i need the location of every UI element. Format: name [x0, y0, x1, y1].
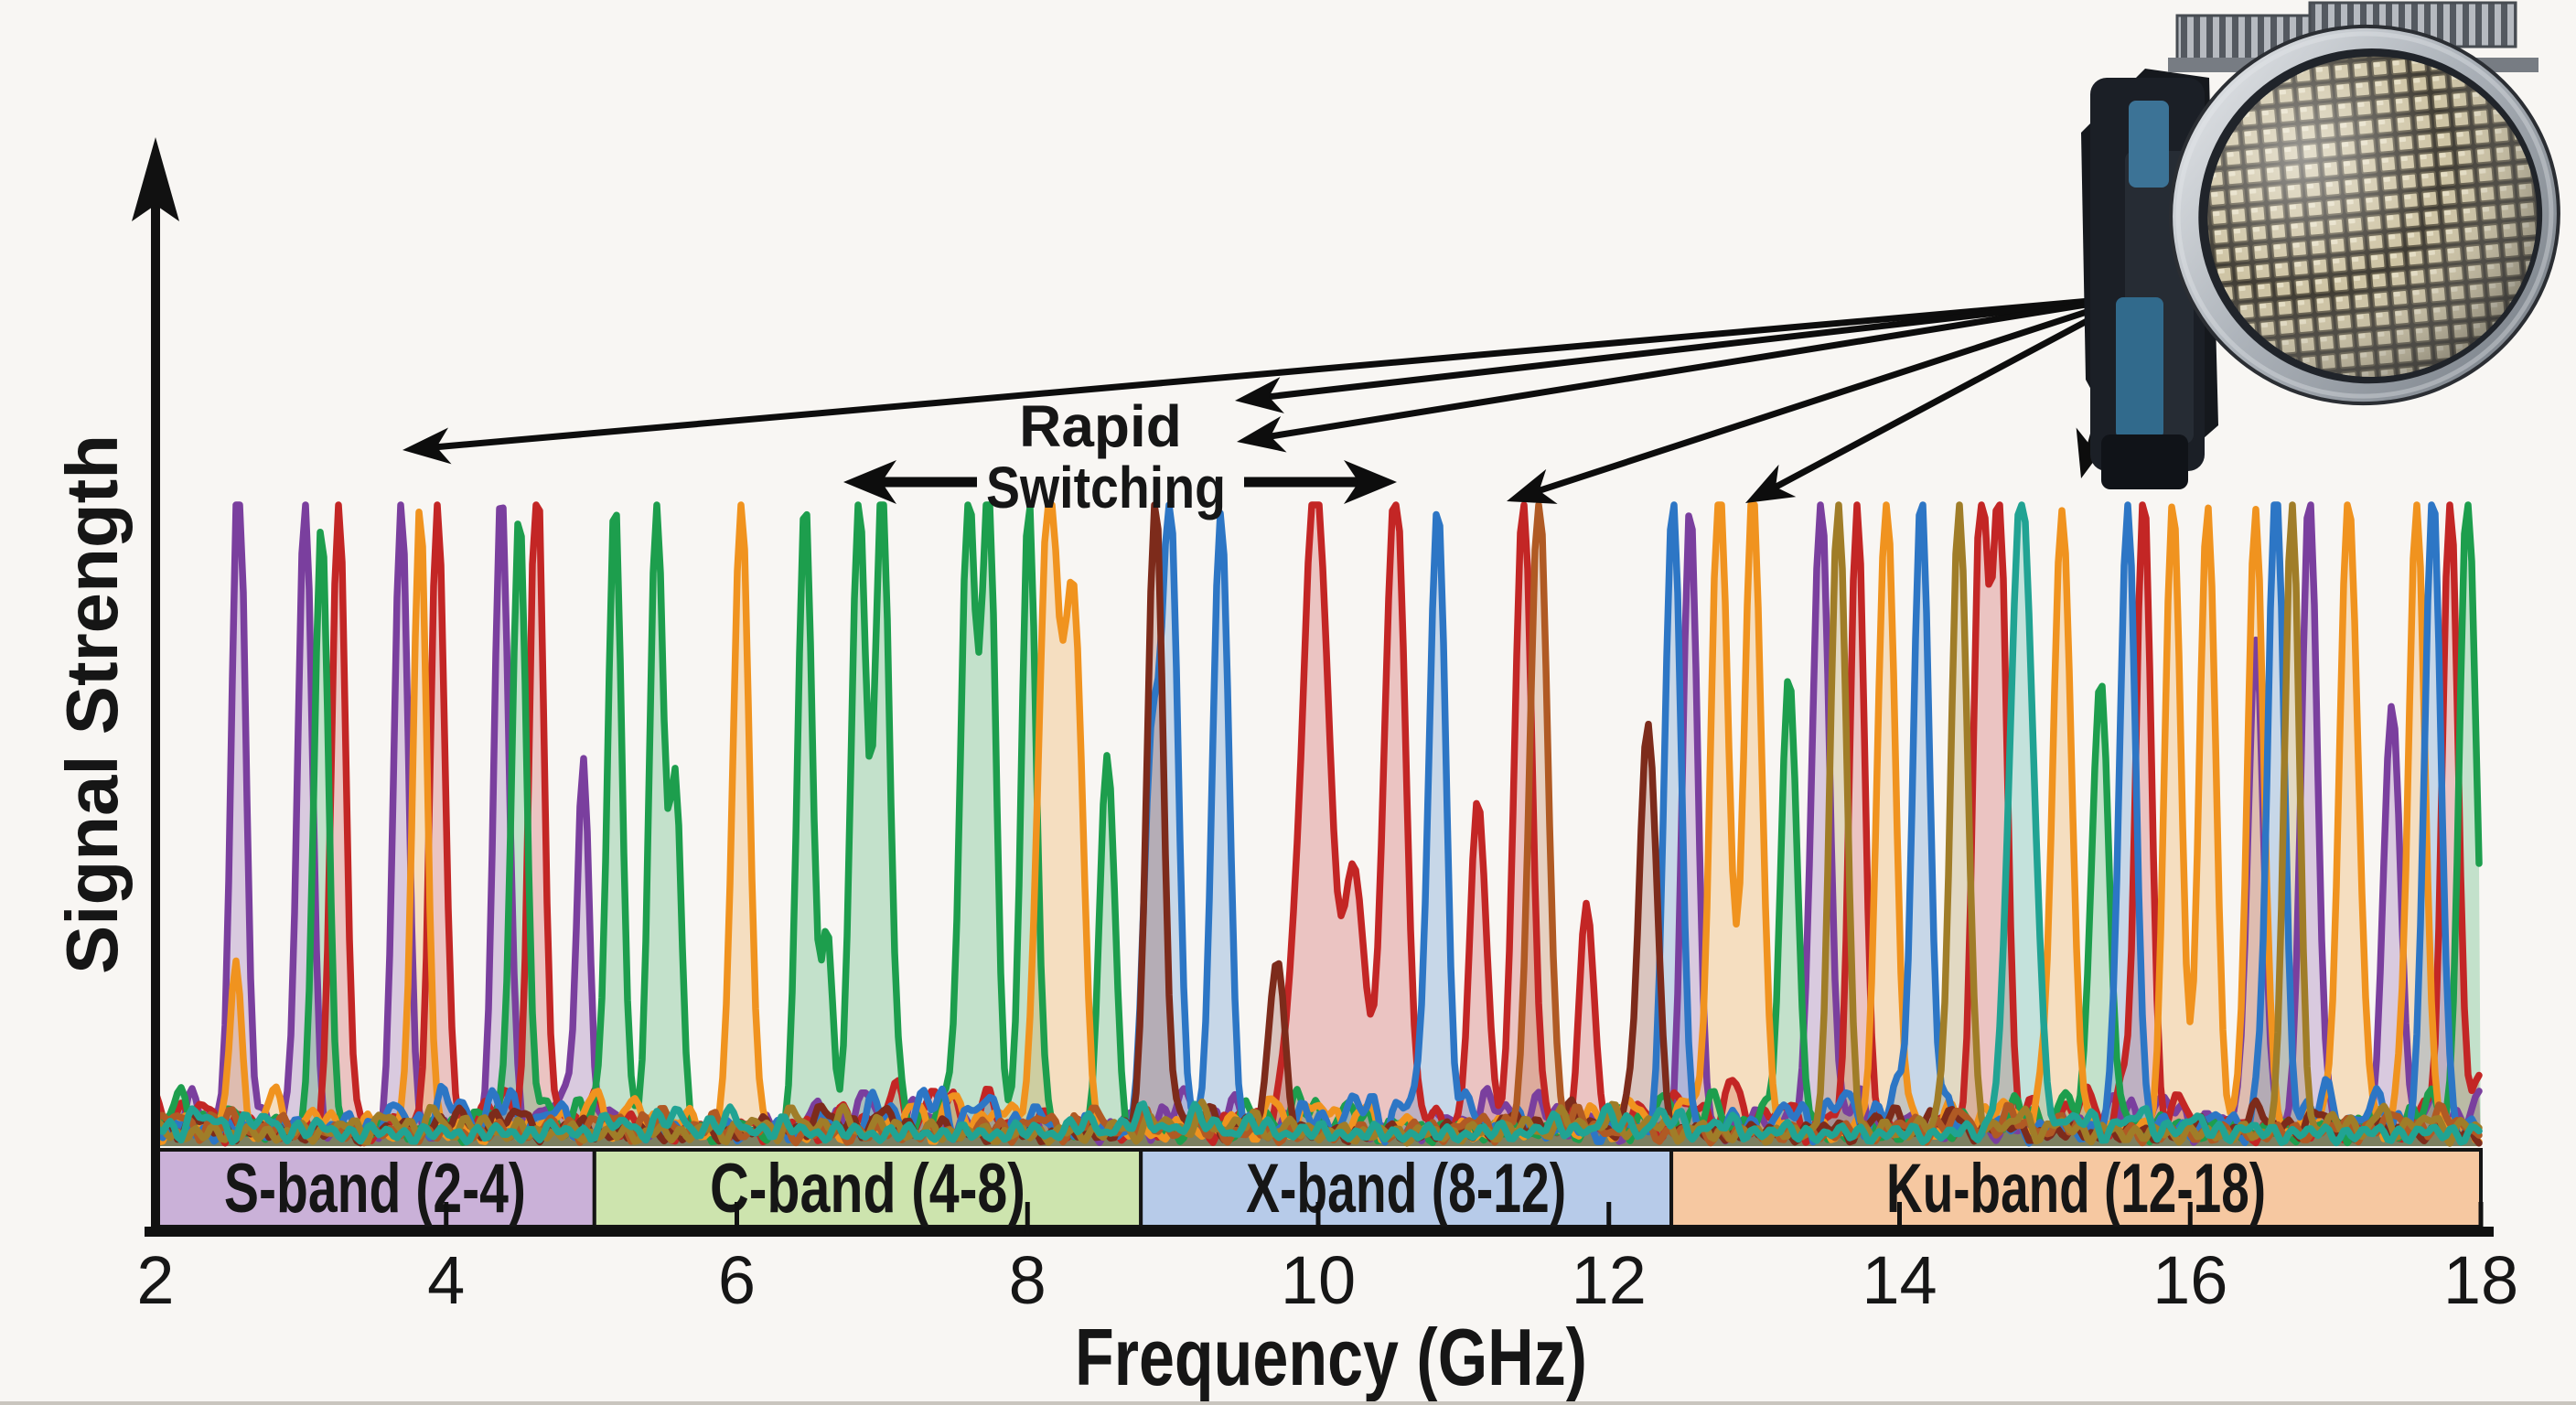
spectrum-line-teal	[154, 501, 2483, 1147]
x-axis-tick-label-8: 8	[1009, 1242, 1046, 1318]
x-axis-tick-label-10: 10	[1281, 1242, 1356, 1318]
radar-antenna-photo	[2081, 1, 2560, 489]
radar-beam-arrow-line-2	[1261, 294, 2132, 402]
annotation-arrows-layer	[402, 294, 2135, 504]
band-label-s: S-band (2-4)	[224, 1150, 526, 1228]
spectrum-line-red	[154, 501, 2483, 1147]
y-axis-arrowhead	[132, 137, 179, 221]
radar-beam-arrowhead-3	[1237, 415, 1287, 453]
x-axis-tick-label-2: 2	[136, 1242, 174, 1318]
spectrum-curves-layer	[154, 501, 2483, 1147]
radar-beam-arrowhead-2	[1235, 377, 1284, 413]
x-axis-tick-label-4: 4	[427, 1242, 465, 1318]
rapid-switching-label-line1: Rapid	[1019, 393, 1182, 459]
x-axis-tick-10	[1315, 1202, 1321, 1233]
radar-beam-arrowhead-4	[1507, 468, 1558, 504]
radar-beam-arrow-line-4	[1531, 294, 2133, 497]
band-label-x: X-band (8-12)	[1246, 1150, 1566, 1228]
band-label-ku: Ku-band (12-18)	[1886, 1150, 2266, 1228]
frequency-bands-strip: S-band (2-4) C-band (4-8) X-band (8-12) Ku-…	[154, 1148, 2484, 1228]
y-axis-line	[151, 157, 160, 1236]
x-axis-tick-label-14: 14	[1862, 1242, 1937, 1318]
x-axis-tick-12	[1606, 1202, 1612, 1233]
spectrum-fill-teal	[156, 505, 2481, 1146]
rapid-switching-label-line2: Switching	[986, 455, 1226, 520]
band-label-c: C-band (4-8)	[710, 1150, 1025, 1228]
radar-dish	[2169, 24, 2560, 406]
x-axis-tick-label-12: 12	[1572, 1242, 1647, 1318]
y-axis-label: Signal Strength	[51, 434, 133, 974]
x-axis-tick-8	[1025, 1202, 1030, 1233]
x-axis-tick-6	[735, 1202, 739, 1233]
x-axis-label: Frequency (GHz)	[1075, 1312, 1587, 1402]
x-axis-tick-label-18: 18	[2443, 1242, 2518, 1318]
x-axis-tick-16	[2187, 1202, 2193, 1233]
radar-beam-arrowhead-1	[402, 427, 452, 465]
spectrum-line-blue	[154, 501, 2483, 1147]
x-axis-tick-label-16: 16	[2152, 1242, 2227, 1318]
radar-beam-arrow-line-5	[1767, 294, 2133, 493]
spectrum-fill-red	[156, 505, 2481, 1146]
x-axis-tick-4	[444, 1202, 449, 1233]
rapid-switching-left-arrowhead	[843, 460, 896, 504]
radar-beam-arrow-line-1	[429, 294, 2132, 451]
rapid-switching-right-arrowhead	[1344, 460, 1397, 504]
image-bottom-edge	[0, 1401, 2576, 1405]
x-axis-tick-18	[2478, 1202, 2484, 1233]
series-lines	[154, 501, 2483, 1147]
axes-layer: 2 4 6 8 10 12 14 16 18	[132, 137, 2518, 1318]
radar-beam-arrowhead-5	[1745, 464, 1797, 503]
x-axis-tick-14	[1897, 1202, 1902, 1233]
radar-beam-arrow-line-3	[1263, 294, 2132, 441]
x-axis-tick-label-6: 6	[718, 1242, 756, 1318]
